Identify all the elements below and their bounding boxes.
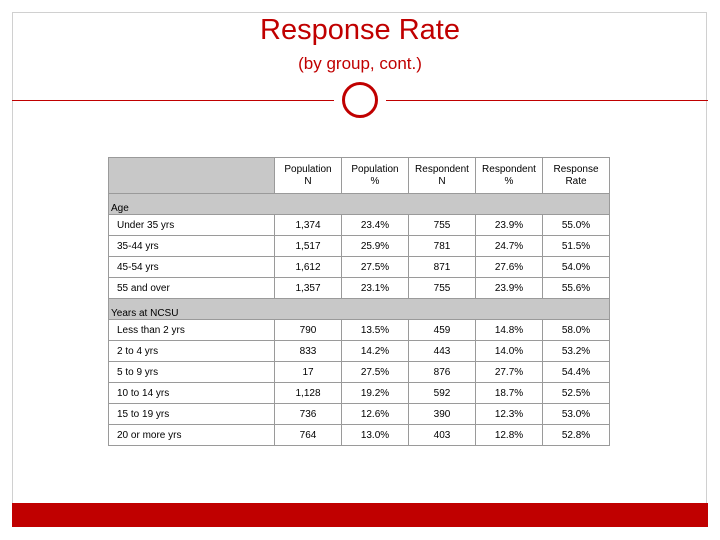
- cell: 1,517: [274, 235, 342, 257]
- data-row: Under 35 yrs 1,374 23.4% 755 23.9% 55.0%: [108, 214, 610, 236]
- cell: 27.6%: [475, 256, 543, 278]
- cell: 53.0%: [542, 403, 610, 425]
- cell: 14.0%: [475, 340, 543, 362]
- row-label: 2 to 4 yrs: [108, 340, 275, 362]
- cell: 14.2%: [341, 340, 409, 362]
- cell: 876: [408, 361, 476, 383]
- data-row: 2 to 4 yrs 833 14.2% 443 14.0% 53.2%: [108, 340, 610, 362]
- section-row: Age: [108, 193, 610, 215]
- cell: 1,357: [274, 277, 342, 299]
- cell: 871: [408, 256, 476, 278]
- cell: 833: [274, 340, 342, 362]
- cell: 755: [408, 277, 476, 299]
- row-label: 15 to 19 yrs: [108, 403, 275, 425]
- cell: 1,612: [274, 256, 342, 278]
- header-cell: Respondent N: [408, 157, 476, 194]
- cell: 54.0%: [542, 256, 610, 278]
- cell: 52.8%: [542, 424, 610, 446]
- cell: 23.9%: [475, 214, 543, 236]
- cell: 18.7%: [475, 382, 543, 404]
- header-cell: Response Rate: [542, 157, 610, 194]
- cell: 23.1%: [341, 277, 409, 299]
- row-label: Less than 2 yrs: [108, 319, 275, 341]
- row-label: 5 to 9 yrs: [108, 361, 275, 383]
- cell: 13.0%: [341, 424, 409, 446]
- cell: 755: [408, 214, 476, 236]
- cell: 1,128: [274, 382, 342, 404]
- row-label: 45-54 yrs: [108, 256, 275, 278]
- cell: 58.0%: [542, 319, 610, 341]
- row-label: 20 or more yrs: [108, 424, 275, 446]
- cell: 52.5%: [542, 382, 610, 404]
- cell: 592: [408, 382, 476, 404]
- cell: 53.2%: [542, 340, 610, 362]
- data-row: 5 to 9 yrs 17 27.5% 876 27.7% 54.4%: [108, 361, 610, 383]
- cell: 14.8%: [475, 319, 543, 341]
- cell: 12.6%: [341, 403, 409, 425]
- cell: 459: [408, 319, 476, 341]
- cell: 55.0%: [542, 214, 610, 236]
- cell: 12.8%: [475, 424, 543, 446]
- header-row: Population N Population % Respondent N Resp…: [108, 157, 610, 194]
- cell: 23.9%: [475, 277, 543, 299]
- cell: 443: [408, 340, 476, 362]
- divider: [386, 100, 708, 101]
- cell: 27.5%: [341, 361, 409, 383]
- cell: 24.7%: [475, 235, 543, 257]
- cell: 55.6%: [542, 277, 610, 299]
- title: Response Rate: [260, 14, 460, 46]
- cell: 19.2%: [341, 382, 409, 404]
- cell: 736: [274, 403, 342, 425]
- section-label: Years at NCSU: [108, 298, 610, 320]
- cell: 25.9%: [341, 235, 409, 257]
- header-cell: [108, 157, 275, 194]
- data-row: 20 or more yrs 764 13.0% 403 12.8% 52.8%: [108, 424, 610, 446]
- data-row: Less than 2 yrs 790 13.5% 459 14.8% 58.0%: [108, 319, 610, 341]
- divider-ring: [342, 82, 378, 118]
- cell: 12.3%: [475, 403, 543, 425]
- cell: 1,374: [274, 214, 342, 236]
- section-row: Years at NCSU: [108, 298, 610, 320]
- cell: 781: [408, 235, 476, 257]
- cell: 790: [274, 319, 342, 341]
- cell: 27.5%: [341, 256, 409, 278]
- header-cell: Population N: [274, 157, 342, 194]
- data-row: 35-44 yrs 1,517 25.9% 781 24.7% 51.5%: [108, 235, 610, 257]
- data-row: 10 to 14 yrs 1,128 19.2% 592 18.7% 52.5%: [108, 382, 610, 404]
- cell: 764: [274, 424, 342, 446]
- row-label: Under 35 yrs: [108, 214, 275, 236]
- cell: 390: [408, 403, 476, 425]
- cell: 23.4%: [341, 214, 409, 236]
- cell: 51.5%: [542, 235, 610, 257]
- subtitle: (by group, cont.): [298, 54, 422, 73]
- section-label: Age: [108, 193, 610, 215]
- cell: 27.7%: [475, 361, 543, 383]
- header-cell: Population %: [341, 157, 409, 194]
- divider: [12, 100, 334, 101]
- header-cell: Respondent %: [475, 157, 543, 194]
- cell: 54.4%: [542, 361, 610, 383]
- row-label: 35-44 yrs: [108, 235, 275, 257]
- row-label: 10 to 14 yrs: [108, 382, 275, 404]
- data-row: 55 and over 1,357 23.1% 755 23.9% 55.6%: [108, 277, 610, 299]
- data-row: 45-54 yrs 1,612 27.5% 871 27.6% 54.0%: [108, 256, 610, 278]
- cell: 403: [408, 424, 476, 446]
- footer-bar: [12, 503, 708, 527]
- row-label: 55 and over: [108, 277, 275, 299]
- table: Population N Population % Respondent N Resp…: [108, 157, 610, 446]
- data-row: 15 to 19 yrs 736 12.6% 390 12.3% 53.0%: [108, 403, 610, 425]
- cell: 13.5%: [341, 319, 409, 341]
- cell: 17: [274, 361, 342, 383]
